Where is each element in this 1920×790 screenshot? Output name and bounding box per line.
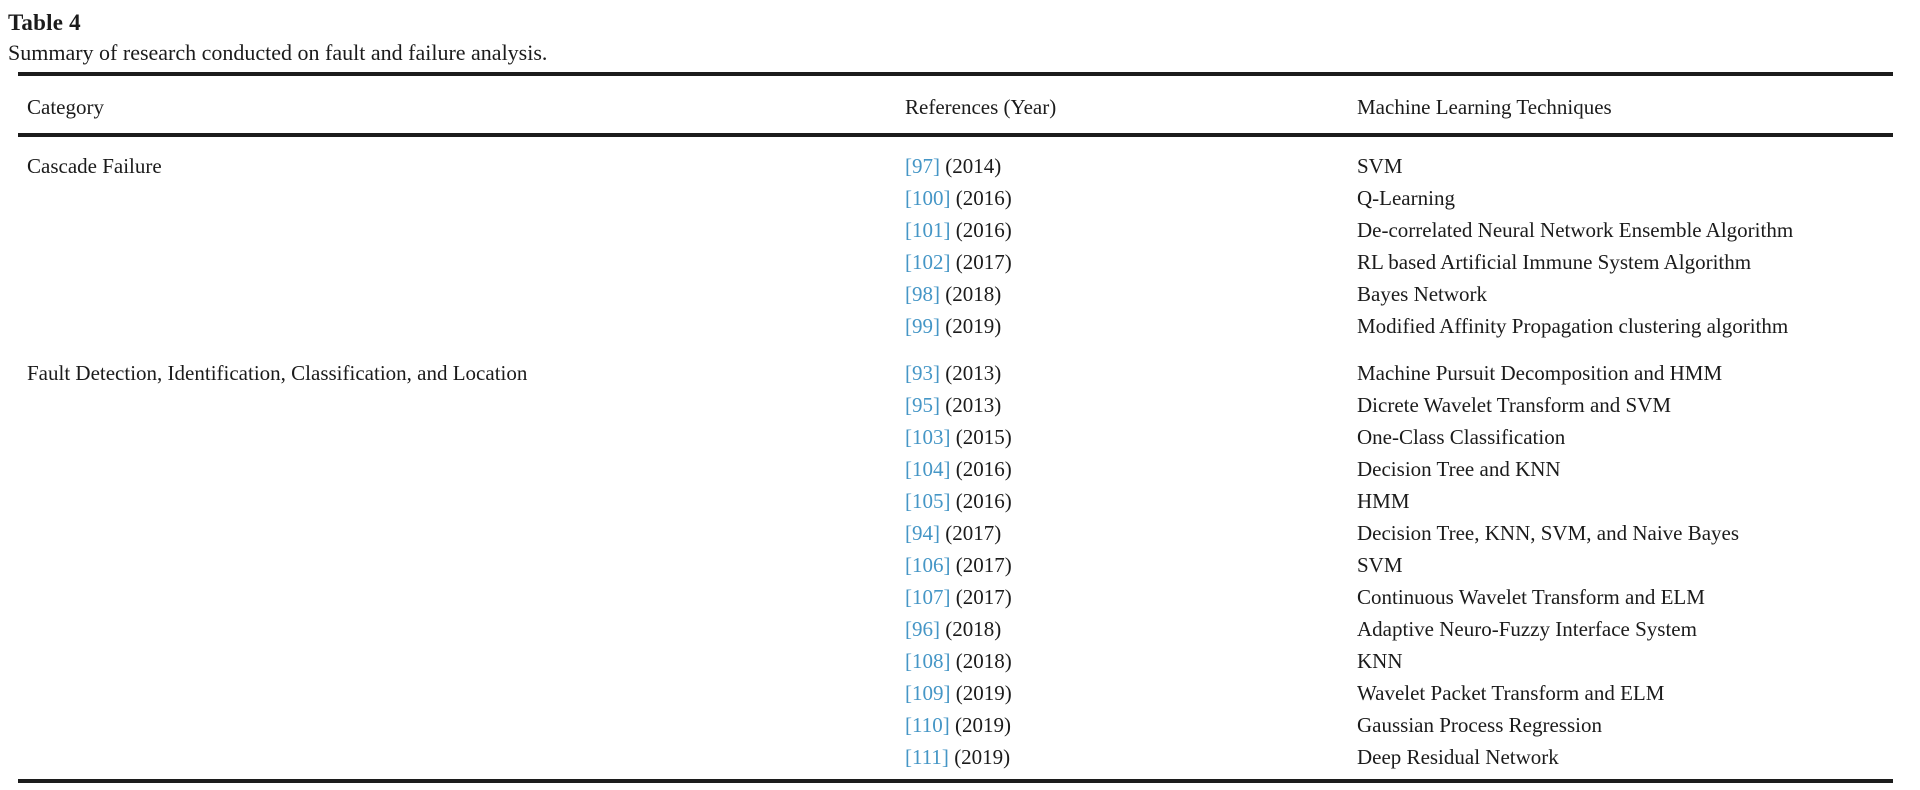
year-label: (2019): [945, 314, 1002, 338]
table-group: Cascade Failure [97] (2014) SVM [100] (2016…: [18, 150, 1893, 342]
ml-technique-cell: Decision Tree and KNN: [1357, 457, 1561, 481]
reference-year-cell: [99] (2019): [905, 310, 1357, 342]
ml-technique-cell: De-correlated Neural Network Ensemble Al…: [1357, 218, 1794, 242]
year-label: (2014): [945, 154, 1002, 178]
reference-year-cell: [103] (2015): [905, 421, 1357, 453]
ml-technique-cell: RL based Artificial Immune System Algori…: [1357, 250, 1752, 274]
summary-table: Category References (Year) Machine Learn…: [18, 72, 1893, 783]
year-label: (2019): [955, 681, 1012, 705]
citation-link[interactable]: [104]: [905, 457, 951, 481]
year-label: (2017): [955, 553, 1012, 577]
ml-technique-cell: Continuous Wavelet Transform and ELM: [1357, 585, 1705, 609]
ml-technique-cell: Deep Residual Network: [1357, 745, 1559, 769]
year-label: (2019): [954, 713, 1011, 737]
citation-link[interactable]: [97]: [905, 154, 940, 178]
category-cell: Fault Detection, Identification, Classif…: [27, 361, 528, 385]
column-header-references-year: References (Year): [905, 95, 1057, 119]
category-cell: Cascade Failure: [27, 154, 162, 178]
ml-technique-cell: Bayes Network: [1357, 282, 1488, 306]
ml-technique-cell: Dicrete Wavelet Transform and SVM: [1357, 393, 1672, 417]
reference-year-cell: [108] (2018): [905, 645, 1357, 677]
reference-year-cell: [97] (2014): [905, 150, 1357, 182]
ml-technique-cell: Wavelet Packet Transform and ELM: [1357, 681, 1665, 705]
citation-link[interactable]: [100]: [905, 186, 951, 210]
ml-technique-cell: Machine Pursuit Decomposition and HMM: [1357, 361, 1723, 385]
ml-technique-cell: HMM: [1357, 489, 1410, 513]
reference-year-cell: [107] (2017): [905, 581, 1357, 613]
table-body: Cascade Failure [97] (2014) SVM [100] (2016…: [18, 137, 1893, 779]
reference-year-cell: [94] (2017): [905, 517, 1357, 549]
ml-technique-cell: Decision Tree, KNN, SVM, and Naive Bayes: [1357, 521, 1740, 545]
reference-year-cell: [102] (2017): [905, 246, 1357, 278]
year-label: (2017): [945, 521, 1002, 545]
reference-year-cell: [98] (2018): [905, 278, 1357, 310]
reference-year-cell: [101] (2016): [905, 214, 1357, 246]
table-title: Table 4: [8, 10, 81, 35]
citation-link[interactable]: [94]: [905, 521, 940, 545]
reference-year-cell: [106] (2017): [905, 549, 1357, 581]
reference-year-cell: [96] (2018): [905, 613, 1357, 645]
table-header-row: Category References (Year) Machine Learn…: [18, 76, 1893, 137]
ml-technique-cell: Q-Learning: [1357, 186, 1455, 210]
year-label: (2018): [955, 649, 1012, 673]
reference-year-cell: [111] (2019): [905, 741, 1357, 773]
ml-technique-cell: One-Class Classification: [1357, 425, 1566, 449]
ml-technique-cell: Gaussian Process Regression: [1357, 713, 1602, 737]
citation-link[interactable]: [108]: [905, 649, 951, 673]
ml-technique-cell: SVM: [1357, 154, 1403, 178]
year-label: (2019): [954, 745, 1011, 769]
reference-year-cell: [109] (2019): [905, 677, 1357, 709]
table-caption: Summary of research conducted on fault a…: [8, 40, 548, 65]
year-label: (2013): [945, 393, 1002, 417]
citation-link[interactable]: [111]: [905, 745, 949, 769]
citation-link[interactable]: [98]: [905, 282, 940, 306]
citation-link[interactable]: [109]: [905, 681, 951, 705]
citation-link[interactable]: [101]: [905, 218, 951, 242]
ml-technique-cell: SVM: [1357, 553, 1403, 577]
year-label: (2017): [955, 250, 1012, 274]
reference-year-cell: [105] (2016): [905, 485, 1357, 517]
citation-link[interactable]: [95]: [905, 393, 940, 417]
column-header-category: Category: [27, 95, 104, 119]
citation-link[interactable]: [103]: [905, 425, 951, 449]
ml-technique-cell: Modified Affinity Propagation clustering…: [1357, 314, 1789, 338]
year-label: (2018): [945, 617, 1002, 641]
reference-year-cell: [95] (2013): [905, 389, 1357, 421]
citation-link[interactable]: [96]: [905, 617, 940, 641]
reference-year-cell: [110] (2019): [905, 709, 1357, 741]
ml-technique-cell: KNN: [1357, 649, 1403, 673]
citation-link[interactable]: [102]: [905, 250, 951, 274]
year-label: (2013): [945, 361, 1002, 385]
reference-year-cell: [93] (2013): [905, 357, 1357, 389]
table-group: Fault Detection, Identification, Classif…: [18, 357, 1893, 773]
reference-year-cell: [100] (2016): [905, 182, 1357, 214]
year-label: (2016): [955, 489, 1012, 513]
citation-link[interactable]: [99]: [905, 314, 940, 338]
year-label: (2016): [955, 186, 1012, 210]
year-label: (2018): [945, 282, 1002, 306]
reference-year-cell: [104] (2016): [905, 453, 1357, 485]
year-label: (2016): [955, 457, 1012, 481]
citation-link[interactable]: [107]: [905, 585, 951, 609]
citation-link[interactable]: [106]: [905, 553, 951, 577]
year-label: (2015): [955, 425, 1012, 449]
citation-link[interactable]: [110]: [905, 713, 950, 737]
citation-link[interactable]: [93]: [905, 361, 940, 385]
column-header-ml-techniques: Machine Learning Techniques: [1357, 95, 1612, 119]
citation-link[interactable]: [105]: [905, 489, 951, 513]
year-label: (2017): [955, 585, 1012, 609]
year-label: (2016): [955, 218, 1012, 242]
ml-technique-cell: Adaptive Neuro-Fuzzy Interface System: [1357, 617, 1697, 641]
